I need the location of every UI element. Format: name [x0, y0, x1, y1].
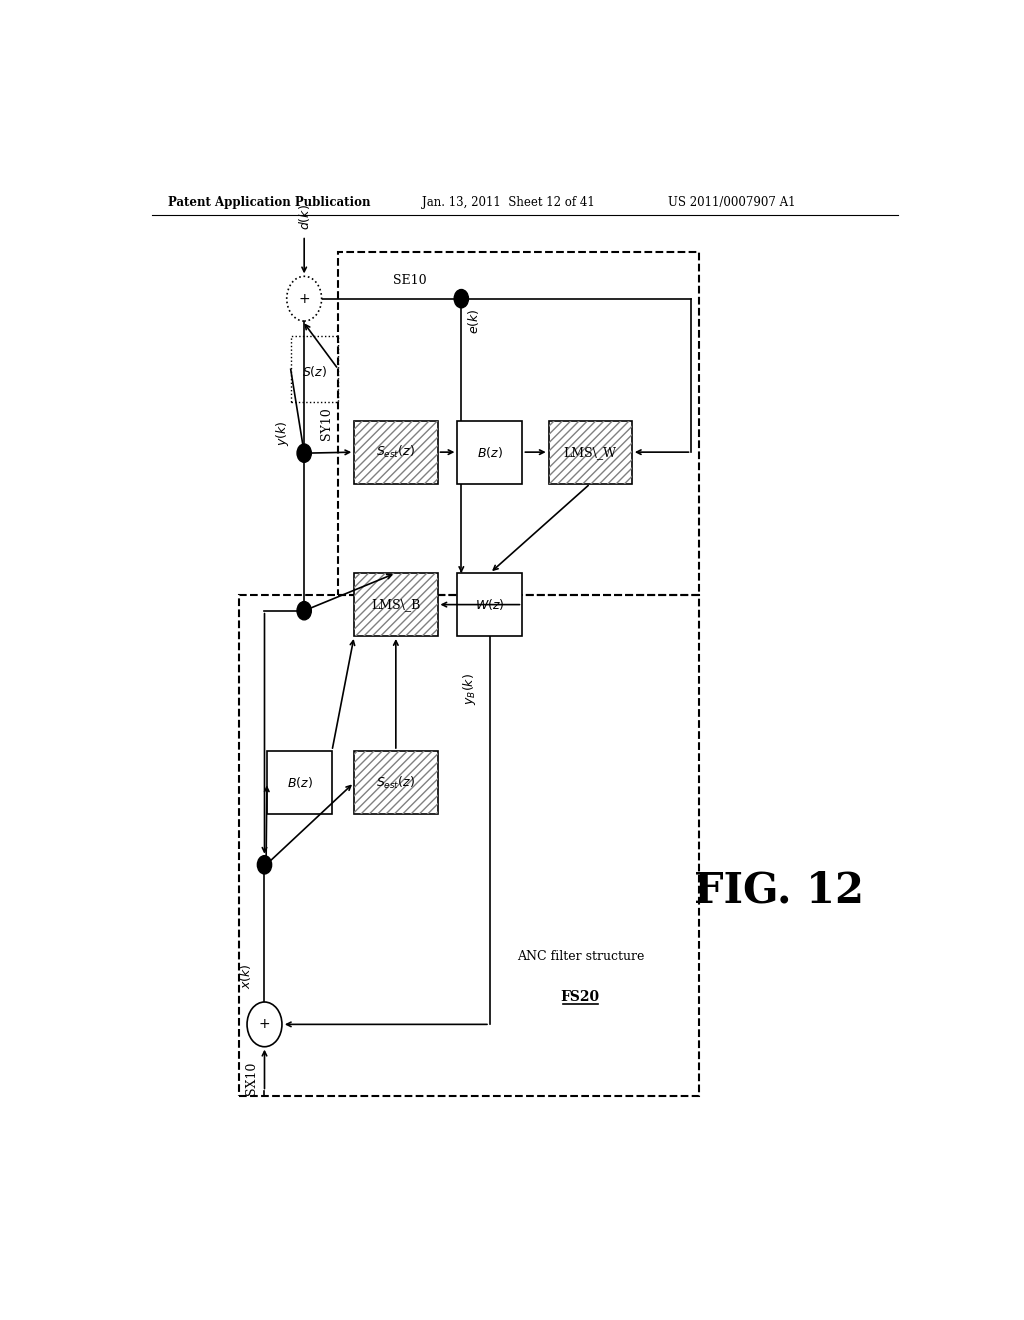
- Text: FIG. 12: FIG. 12: [693, 869, 864, 911]
- Text: SE10: SE10: [393, 273, 427, 286]
- Bar: [354, 751, 437, 814]
- Bar: [240, 595, 699, 1096]
- Text: $W(z)$: $W(z)$: [475, 597, 505, 612]
- Text: $B(z)$: $B(z)$: [477, 445, 503, 459]
- Text: LMS\_B: LMS\_B: [371, 598, 421, 611]
- Text: $x(k)$: $x(k)$: [238, 964, 253, 990]
- Circle shape: [297, 602, 311, 620]
- Bar: [549, 421, 632, 483]
- Text: $y(k)$: $y(k)$: [273, 420, 291, 446]
- Text: $d(k)$: $d(k)$: [297, 203, 311, 230]
- Circle shape: [297, 444, 311, 462]
- Bar: [354, 751, 437, 814]
- Bar: [291, 337, 338, 403]
- Text: US 2011/0007907 A1: US 2011/0007907 A1: [668, 195, 796, 209]
- Text: $S(z)$: $S(z)$: [302, 364, 327, 379]
- Text: Jan. 13, 2011  Sheet 12 of 41: Jan. 13, 2011 Sheet 12 of 41: [422, 195, 594, 209]
- Text: ANC filter structure: ANC filter structure: [517, 950, 644, 962]
- Text: SX10: SX10: [245, 1061, 257, 1094]
- Text: FS20: FS20: [561, 990, 600, 1005]
- Text: SY10: SY10: [319, 408, 333, 440]
- Circle shape: [287, 276, 322, 321]
- Bar: [354, 421, 437, 483]
- Bar: [354, 421, 437, 483]
- Bar: [458, 421, 522, 483]
- Bar: [338, 252, 699, 595]
- Circle shape: [455, 289, 468, 308]
- Text: $S_{est}(z)$: $S_{est}(z)$: [377, 444, 416, 461]
- Text: $y_B(k)$: $y_B(k)$: [461, 673, 478, 705]
- Bar: [549, 421, 632, 483]
- Text: +: +: [298, 292, 310, 306]
- Bar: [354, 573, 437, 636]
- Text: +: +: [259, 1018, 270, 1031]
- Bar: [354, 573, 437, 636]
- Text: $B(z)$: $B(z)$: [287, 775, 312, 789]
- Bar: [458, 573, 522, 636]
- Bar: [267, 751, 332, 814]
- Text: $S_{est}(z)$: $S_{est}(z)$: [377, 775, 416, 791]
- Text: $e(k)$: $e(k)$: [466, 309, 480, 334]
- Circle shape: [247, 1002, 282, 1047]
- Circle shape: [257, 855, 271, 874]
- Text: Patent Application Publication: Patent Application Publication: [168, 195, 371, 209]
- Text: LMS\_W: LMS\_W: [564, 446, 616, 458]
